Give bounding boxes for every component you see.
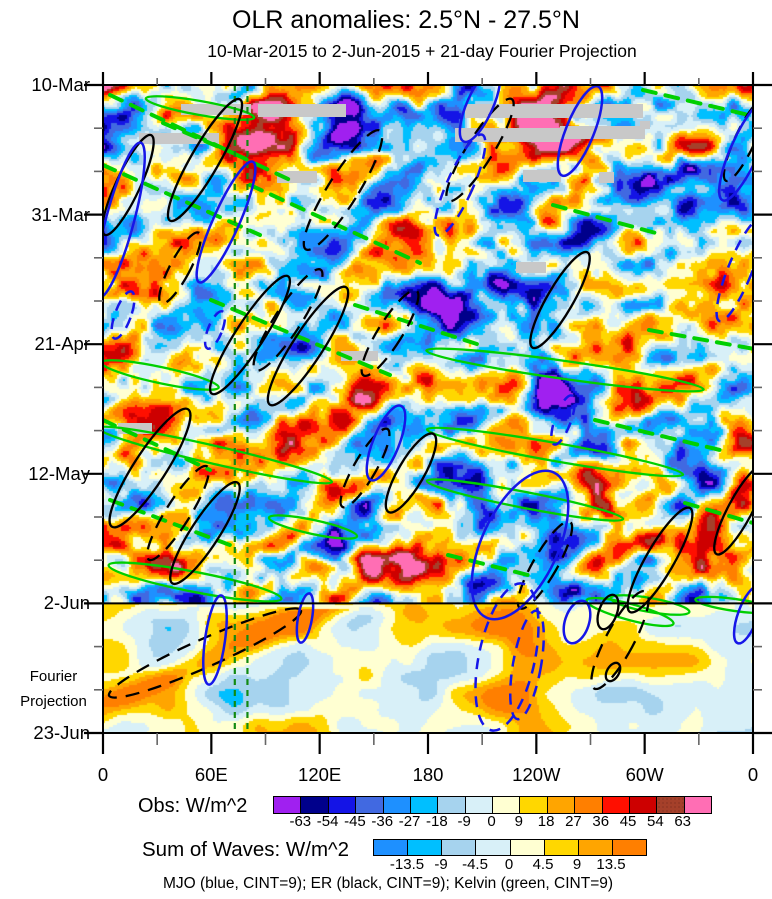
obs-cbar-segment [547, 797, 576, 813]
time-tick-label: 10-Mar [31, 74, 90, 95]
colorbar-tick-value: -54 [316, 813, 339, 830]
waves-cbar-segment [578, 840, 613, 855]
colorbar-tick-value: 9 [572, 856, 582, 873]
waves-cbar-segment [612, 840, 646, 855]
colorbar-tick-value: -13.5 [389, 856, 425, 873]
obs-cbar-segment [520, 797, 548, 813]
waves-colorbar [373, 839, 647, 856]
longitude-tick-label: 120W [512, 764, 561, 785]
colorbar-tick-value: -18 [426, 813, 448, 830]
waves-cbar-segment [510, 840, 545, 855]
longitude-tick-label: 60E [194, 764, 228, 785]
colorbar-tick-value: 27 [565, 813, 582, 830]
colorbar-tick-value: 63 [674, 813, 692, 830]
colorbar-tick-value: -9 [434, 856, 448, 873]
colorbar-tick-value: 4.5 [532, 856, 554, 873]
longitude-tick-label: 120E [298, 764, 342, 785]
obs-cbar-segment [438, 797, 466, 813]
colorbar-tick-value: -63 [289, 813, 312, 830]
obs-cbar-segment [493, 797, 521, 813]
colorbar-tick-value: -27 [398, 813, 421, 830]
time-tick-label: 21-Apr [34, 333, 90, 355]
obs-cbar-segment [383, 797, 411, 813]
colorbar-tick-value: 0 [487, 813, 496, 830]
longitude-tick-label: 0 [97, 764, 109, 785]
waves-cbar-segment [476, 840, 511, 855]
waves-colorbar-label: Sum of Waves: W/m^2 [142, 838, 350, 861]
obs-cbar-segment [274, 797, 302, 813]
obs-cbar-segment [301, 797, 329, 813]
chart-subtitle: 10-Mar-2015 to 2-Jun-2015 + 21-day Fouri… [207, 41, 637, 61]
obs-cbar-segment [575, 797, 603, 813]
longitude-tick-label: 180 [412, 764, 444, 785]
obs-cbar-segment [356, 797, 384, 813]
wave-legend-text: MJO (blue, CINT=9); ER (black, CINT=9); … [162, 875, 614, 892]
colorbar-tick-value: 45 [619, 813, 637, 830]
waves-cbar-segment [544, 840, 579, 855]
fourier-label-line1: Fourier [29, 668, 78, 685]
waves-cbar-segment [408, 840, 443, 855]
chart-title: OLR anomalies: 2.5°N - 27.5°N [232, 6, 580, 34]
colorbar-tick-value: -9 [457, 813, 471, 830]
obs-cbar-segment [657, 797, 685, 813]
waves-cbar-segment [374, 840, 409, 855]
colorbar-tick-value: -45 [344, 813, 366, 830]
colorbar-tick-value: 18 [537, 813, 555, 830]
time-tick-label: 31-Mar [31, 203, 90, 225]
obs-colorbar [273, 796, 712, 814]
colorbar-tick-value: 54 [647, 813, 664, 830]
obs-cbar-segment [629, 797, 658, 813]
fourier-label-line2: Projection [20, 693, 87, 710]
time-tick-label: 23-Jun [33, 722, 90, 743]
obs-cbar-segment [602, 797, 630, 813]
hovmoller-heatmap [103, 85, 753, 733]
colorbar-tick-value: -4.5 [462, 856, 488, 873]
longitude-tick-label: 60W [625, 764, 664, 785]
waves-cbar-segment [442, 840, 477, 855]
obs-cbar-segment [465, 797, 493, 813]
obs-cbar-segment [684, 797, 711, 813]
time-tick-label: 12-May [28, 462, 90, 484]
colorbar-tick-value: 9 [514, 813, 523, 830]
colorbar-tick-value: 36 [592, 813, 610, 830]
colorbar-tick-value: 13.5 [596, 856, 626, 873]
colorbar-tick-value: 0 [504, 856, 514, 873]
longitude-tick-label: 0 [747, 764, 759, 785]
colorbar-tick-value: -36 [371, 813, 394, 830]
obs-cbar-segment [328, 797, 357, 813]
obs-cbar-segment [410, 797, 439, 813]
time-tick-label: 2-Jun [43, 592, 90, 614]
obs-colorbar-label: Obs: W/m^2 [138, 795, 248, 817]
